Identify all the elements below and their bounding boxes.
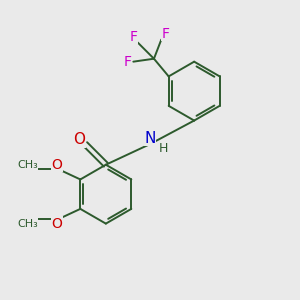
Text: CH₃: CH₃	[17, 219, 38, 229]
Text: O: O	[51, 217, 62, 231]
Text: CH₃: CH₃	[17, 160, 38, 170]
Text: H: H	[159, 142, 168, 155]
Text: F: F	[129, 30, 137, 44]
Text: N: N	[144, 131, 156, 146]
Text: O: O	[51, 158, 62, 172]
Text: F: F	[123, 55, 131, 69]
Text: O: O	[73, 132, 85, 147]
Text: F: F	[162, 27, 170, 41]
